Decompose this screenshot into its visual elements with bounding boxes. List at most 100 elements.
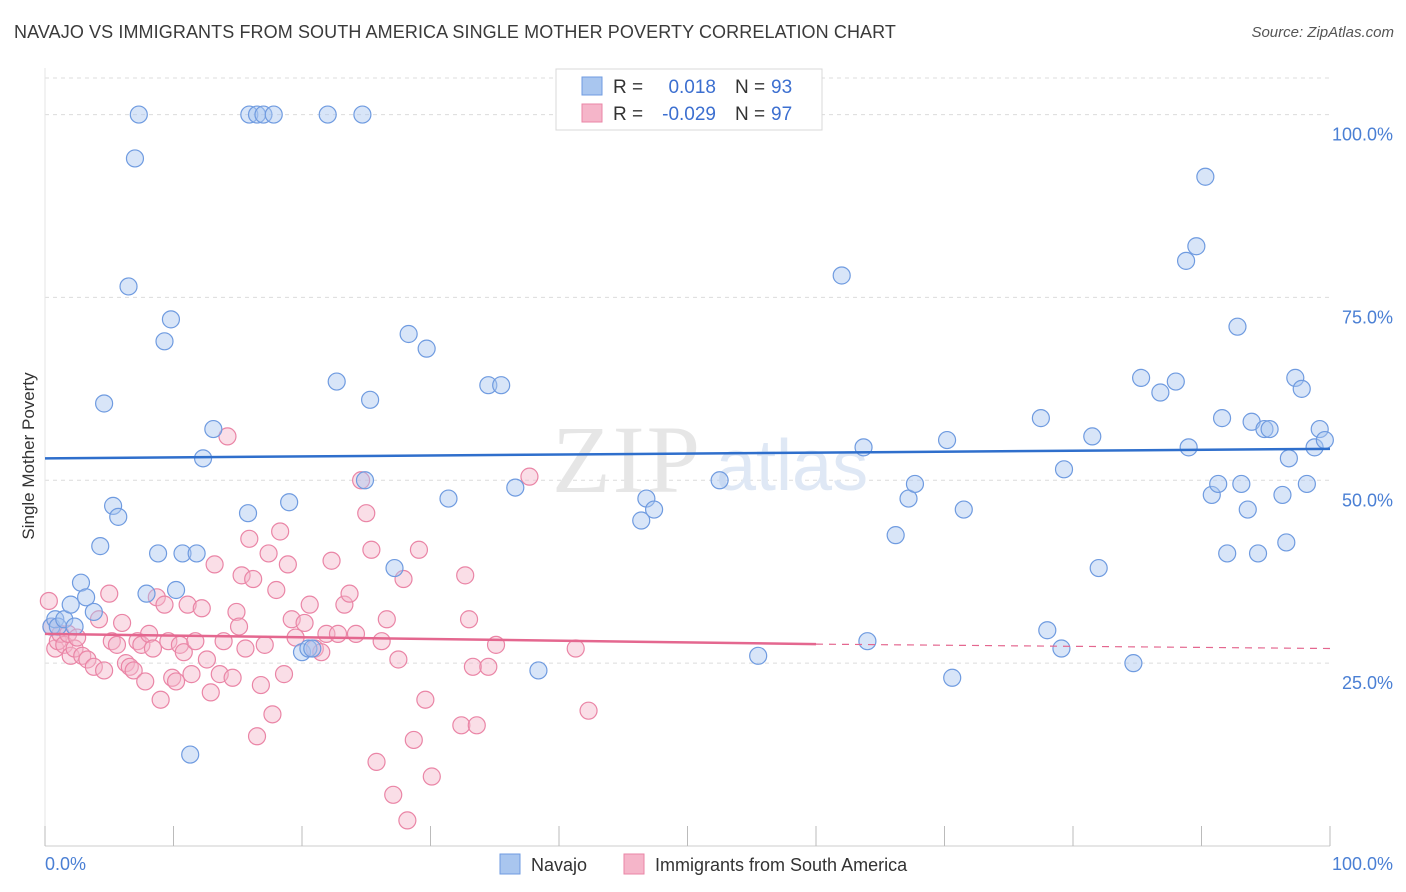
navajo-point (104, 496, 123, 515)
immigrants-point (218, 427, 237, 446)
immigrants-point (367, 752, 386, 771)
immigrants-point (422, 767, 441, 786)
navajo-point (1248, 544, 1268, 563)
immigrants-point (223, 668, 242, 687)
n-value-navajo: 93 (771, 77, 792, 98)
navajo-point (1089, 558, 1108, 578)
navajo-point (417, 339, 436, 358)
immigrants-point (278, 555, 297, 574)
n-label-navajo: N = (735, 77, 765, 98)
navajo-point (95, 394, 114, 413)
immigrants-point (236, 639, 255, 658)
navajo-point (125, 149, 145, 168)
navajo-point (937, 430, 957, 450)
immigrants-point (389, 650, 408, 669)
navajo-point (148, 544, 168, 563)
immigrants-point (84, 657, 103, 676)
navajo-point (954, 500, 973, 519)
immigrants-point (166, 672, 186, 691)
immigrants-point (136, 672, 155, 691)
navajo-point (254, 105, 273, 124)
navajo-point (439, 489, 458, 508)
navajo-point (1054, 460, 1074, 479)
navajo-point (1277, 533, 1296, 552)
immigrants-point (247, 727, 267, 746)
chart-title: NAVAJO VS IMMIGRANTS FROM SOUTH AMERICA … (14, 22, 897, 42)
navajo-point (1031, 409, 1050, 428)
navajo-point (506, 478, 525, 497)
navajo-point (1273, 485, 1292, 505)
immigrants-point (65, 639, 84, 658)
navajo-point (1255, 419, 1274, 439)
navajo-point (1083, 427, 1102, 446)
navajo-point (1209, 474, 1228, 494)
navajo-point (1166, 372, 1185, 391)
immigrants-point (259, 544, 278, 563)
navajo-point (1310, 419, 1329, 439)
immigrants-point (467, 716, 486, 735)
navajo-point (137, 584, 156, 603)
navajo-point (1228, 317, 1247, 336)
navajo-point (1315, 430, 1334, 450)
n-label-immigrants: N = (735, 104, 765, 125)
navajo-point (832, 266, 851, 285)
navajo-point (710, 471, 729, 490)
immigrants-point (452, 716, 471, 735)
navajo-point (632, 511, 651, 530)
immigrants-point (384, 785, 403, 804)
navajo-point (905, 474, 925, 494)
immigrants-point (174, 643, 193, 662)
navajo-point (173, 544, 192, 563)
navajo-point (109, 507, 128, 526)
watermark: ZIP atlas (552, 406, 868, 513)
immigrants-point (271, 522, 290, 541)
navajo-point (399, 324, 418, 344)
immigrants-point (459, 610, 479, 629)
immigrants-point (300, 595, 319, 614)
watermark-atlas: atlas (716, 426, 868, 506)
x-tick-label-min: 0.0% (45, 854, 86, 874)
navajo-point (1286, 368, 1305, 387)
y-tick-label: 75.0% (1342, 307, 1393, 327)
legend-swatch-immigrants (623, 853, 645, 875)
immigrants-point (362, 540, 381, 559)
navajo-point (1279, 449, 1298, 468)
navajo-point (1196, 167, 1215, 186)
legend-label-navajo: Navajo (531, 855, 587, 875)
navajo-point (166, 580, 186, 600)
axes (44, 826, 1331, 847)
correlation-swatch-immigrants (581, 103, 603, 123)
r-label-navajo: R = (613, 77, 643, 98)
navajo-point (749, 646, 768, 665)
navajo-point (119, 277, 138, 296)
immigrants-point (39, 591, 58, 611)
immigrants-point (352, 471, 371, 490)
navajo-point (65, 617, 84, 636)
immigrants-point (357, 504, 376, 523)
immigrants-point (346, 624, 366, 643)
x-tick-label-max: 100.0% (1332, 854, 1393, 874)
navajo-point (1132, 368, 1151, 387)
navajo-point (77, 588, 96, 607)
immigrants-point (232, 566, 251, 585)
y-tick-label: 100.0% (1332, 125, 1393, 145)
navajo-point (240, 105, 259, 124)
navajo-point (303, 639, 322, 658)
immigrants-point (372, 632, 391, 651)
immigrants-point (456, 566, 475, 585)
correlation-swatch-navajo (581, 76, 603, 96)
navajo-point (1212, 409, 1232, 428)
immigrants-point (192, 599, 211, 618)
immigrants-point (479, 657, 498, 676)
immigrants-point (377, 610, 396, 629)
immigrants-point (151, 690, 170, 709)
navajo-point (355, 471, 375, 490)
navajo-point (644, 500, 664, 519)
immigrants-trendline-solid (44, 632, 817, 646)
navajo-point (1179, 438, 1198, 457)
r-value-immigrants: -0.029 (662, 104, 716, 125)
navajo-point (1218, 544, 1237, 563)
immigrants-point (78, 650, 97, 669)
y-tick-label: 25.0% (1342, 673, 1393, 693)
